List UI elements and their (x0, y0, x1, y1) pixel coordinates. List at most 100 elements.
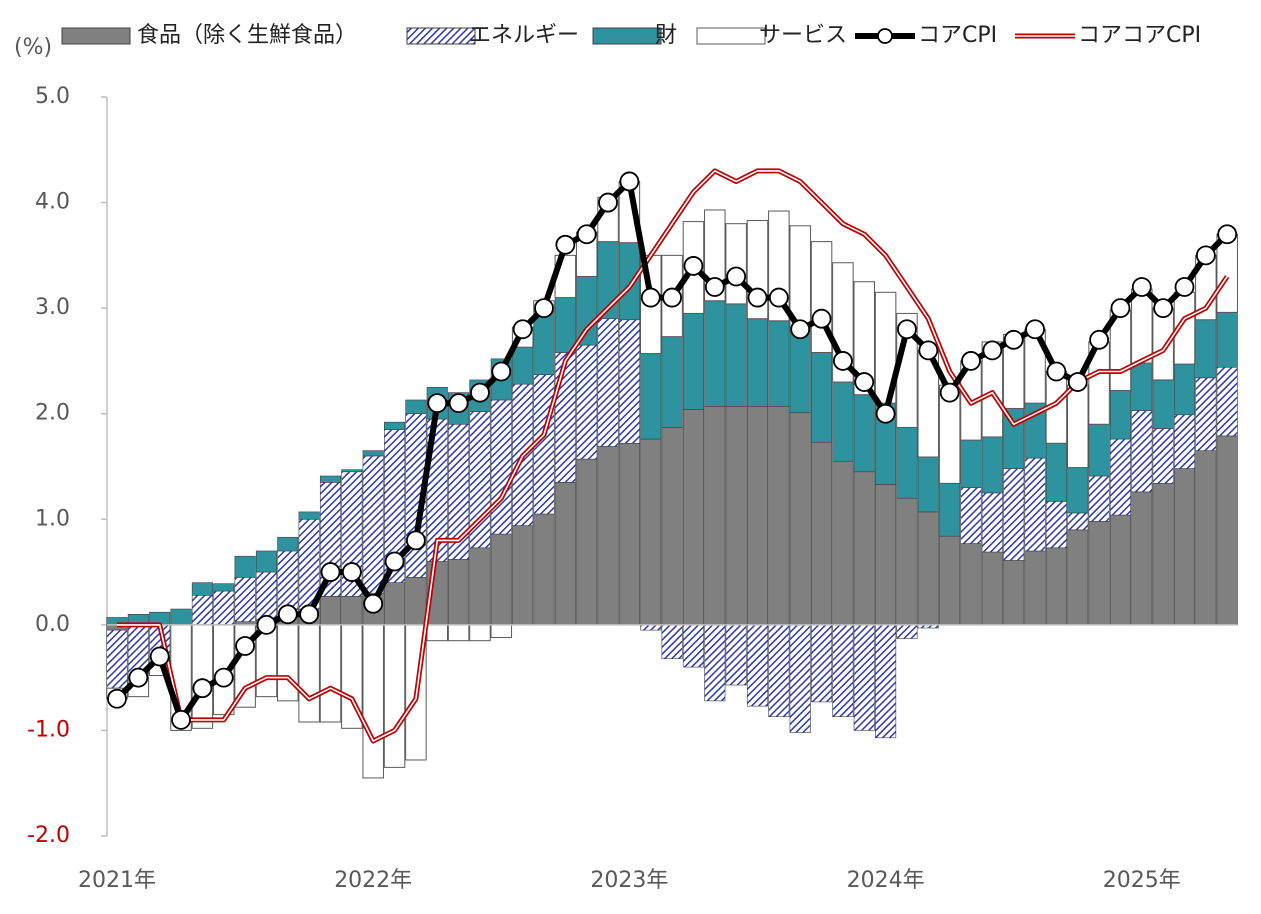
bar-segment (917, 511, 939, 626)
bar-segment (661, 336, 683, 428)
bar-segment (1131, 410, 1153, 493)
line-marker (875, 403, 896, 424)
bar-segment (875, 624, 897, 739)
bar-segment (512, 346, 534, 385)
bar-segment (362, 455, 384, 594)
bar-segment (1216, 435, 1238, 626)
line-marker (1025, 319, 1045, 340)
legend-swatch (406, 27, 476, 45)
bar-segment (1152, 379, 1174, 429)
y-tick-label: 5.0 (35, 84, 70, 109)
bar-segment (704, 300, 726, 407)
bar-segment (277, 536, 299, 552)
y-tick-label: 4.0 (35, 190, 70, 215)
bars (106, 180, 1238, 779)
bar-segment (704, 624, 726, 702)
legend-label: コアCPI (918, 23, 997, 48)
line-marker (107, 688, 127, 709)
bar-segment (1067, 384, 1089, 469)
bar-segment (1109, 514, 1131, 626)
line-marker (576, 224, 597, 245)
bar-segment (1152, 428, 1174, 484)
line-marker (704, 277, 725, 297)
line-marker (1217, 224, 1238, 245)
bar-segment (1131, 491, 1153, 626)
line-marker (1046, 361, 1067, 382)
bar-segment (106, 629, 128, 689)
line-marker (918, 340, 939, 361)
bar-segment (768, 406, 790, 626)
line-marker (171, 709, 191, 730)
bar-segment (789, 624, 811, 733)
line-marker (1067, 372, 1088, 392)
bar-segment (277, 624, 299, 702)
bar-segment (469, 547, 491, 626)
bar-segment (1173, 468, 1196, 626)
bar-segment (682, 409, 705, 626)
bar-segment (832, 624, 854, 718)
bar-segment (810, 441, 833, 626)
bar-segment (191, 594, 213, 626)
y-tick-label: 0.0 (35, 612, 70, 637)
line-marker (320, 562, 341, 582)
legend-label: コアコアCPI (1078, 23, 1201, 48)
bar-segment (533, 513, 555, 626)
bar-segment (725, 303, 747, 407)
bar-segment (960, 543, 982, 626)
bar-segment (1088, 475, 1110, 522)
bar-segment (319, 596, 342, 626)
bar-segment (1003, 560, 1025, 626)
line-marker (598, 192, 618, 213)
line-marker (1153, 298, 1174, 319)
bar-segment (875, 484, 897, 626)
bar-segment (234, 555, 256, 578)
bar-segment (896, 624, 918, 639)
bar-segment (1088, 423, 1110, 477)
bar-segment (1067, 529, 1089, 626)
bar-segment (255, 571, 278, 620)
bar-segment (725, 406, 747, 626)
bar-segment (981, 436, 1003, 494)
x-tick-label: 2023年 (590, 868, 668, 893)
line-marker (384, 551, 405, 572)
bar-segment (426, 624, 448, 642)
bar-segment (981, 551, 1003, 626)
bar-segment (341, 596, 363, 626)
y-tick-label: 1.0 (35, 506, 70, 531)
bar-segment (832, 381, 854, 462)
bar-segment (383, 624, 406, 768)
line-marker (982, 340, 1003, 361)
line-marker (790, 319, 811, 340)
bar-segment (597, 318, 619, 447)
bar-segment (896, 427, 918, 499)
bar-segment (170, 608, 192, 626)
line-marker (683, 256, 704, 276)
bar-segment (1045, 442, 1067, 502)
bar-segment (1173, 414, 1196, 469)
line-inner (117, 170, 1228, 742)
bar-segment (512, 525, 534, 626)
bar-segment (298, 511, 320, 520)
bar-segment (576, 276, 598, 346)
bar-segment (917, 456, 939, 513)
legend-label: サービス (759, 23, 847, 48)
y-tick-label: 2.0 (35, 401, 70, 426)
line-marker (363, 593, 384, 614)
line-marker (405, 530, 426, 551)
line-marker (427, 393, 448, 414)
bar-segment (255, 550, 278, 573)
bar-segment (554, 482, 576, 626)
line-marker (470, 382, 490, 403)
line-marker (213, 667, 234, 688)
bar-segment (1067, 467, 1089, 514)
legend-swatch (61, 27, 131, 45)
bar-segment (725, 624, 747, 686)
line-marker (619, 171, 640, 192)
line-marker (555, 234, 576, 255)
bar-segment (405, 577, 427, 626)
bar-segment (234, 577, 256, 622)
bar-segment (490, 533, 512, 626)
bar-segment (746, 318, 769, 407)
bar-segment (298, 624, 320, 723)
bar-segment (640, 624, 662, 631)
